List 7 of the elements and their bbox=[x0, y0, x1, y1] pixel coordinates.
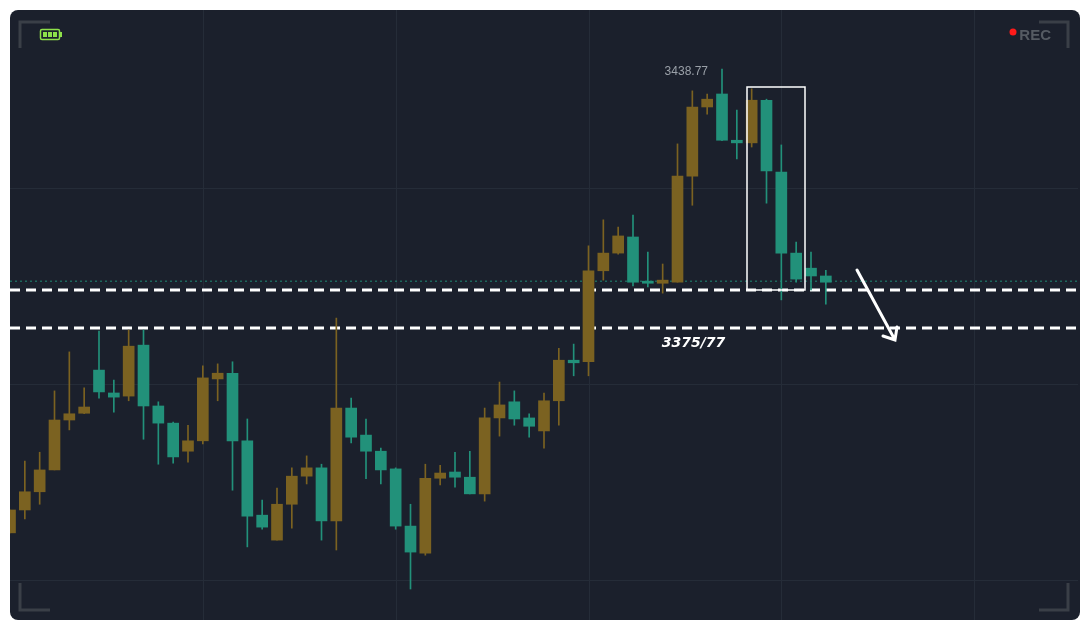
text: REC bbox=[1019, 26, 1051, 43]
candlestick bbox=[820, 269, 832, 305]
candlestick bbox=[78, 387, 90, 415]
annotation: 3375/77 bbox=[661, 333, 726, 350]
candlestick bbox=[449, 451, 461, 488]
annotation: 3438.77 bbox=[664, 64, 709, 79]
candlestick bbox=[731, 109, 743, 160]
